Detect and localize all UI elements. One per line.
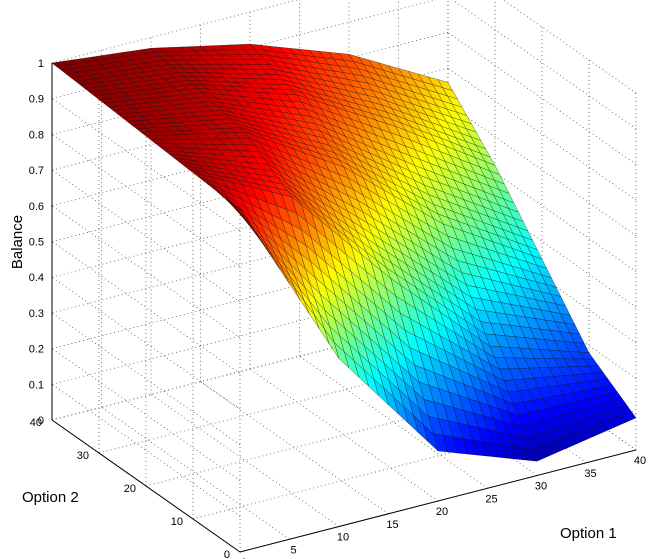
z-tick-label: 0.9 xyxy=(29,94,44,106)
axes-box xyxy=(51,63,637,553)
y-tick-label: 0 xyxy=(224,549,230,559)
x-tick-label: 25 xyxy=(485,493,497,505)
grid-line xyxy=(200,381,389,515)
x-tick-label: 20 xyxy=(436,506,448,518)
x-tick-label: 0 xyxy=(241,557,247,559)
z-tick-label: 0.5 xyxy=(29,237,44,249)
x-tick-label: 10 xyxy=(337,532,349,544)
tick-labels: 00.10.20.30.40.50.60.70.80.9105101520253… xyxy=(29,58,646,559)
y-tick-label: 30 xyxy=(77,450,89,462)
y-tick-label: 20 xyxy=(124,483,136,495)
z-tick-label: 0.8 xyxy=(29,129,44,141)
y-axis-line xyxy=(51,419,241,553)
surface-facet xyxy=(621,411,637,423)
z-tick-label: 0 xyxy=(38,415,44,427)
z-tick-label: 0.6 xyxy=(29,201,44,213)
z-tick-label: 0.7 xyxy=(29,165,44,177)
grid-line xyxy=(101,406,290,540)
surface-mesh xyxy=(51,43,637,462)
y-axis-title: Option 2 xyxy=(22,489,79,506)
y-tick-label: 40 xyxy=(30,417,42,429)
z-tick-label: 0.3 xyxy=(29,308,44,320)
x-axis-line xyxy=(239,449,637,553)
x-tick-label: 30 xyxy=(535,481,547,493)
x-tick-label: 40 xyxy=(634,455,646,467)
x-tick-label: 5 xyxy=(290,544,296,556)
grid-line xyxy=(452,0,637,129)
grid-line xyxy=(150,394,340,527)
z-tick-label: 0.4 xyxy=(29,272,44,284)
z-tick-label: 0.1 xyxy=(29,379,44,391)
y-tick-label: 10 xyxy=(171,516,183,528)
z-tick-label: 0.2 xyxy=(29,344,44,356)
z-tick-label: 1 xyxy=(38,58,44,70)
z-axis-title: Balance xyxy=(9,215,26,269)
x-tick-label: 35 xyxy=(584,468,596,480)
x-axis-title: Option 1 xyxy=(560,525,617,542)
x-tick-label: 15 xyxy=(386,519,398,531)
